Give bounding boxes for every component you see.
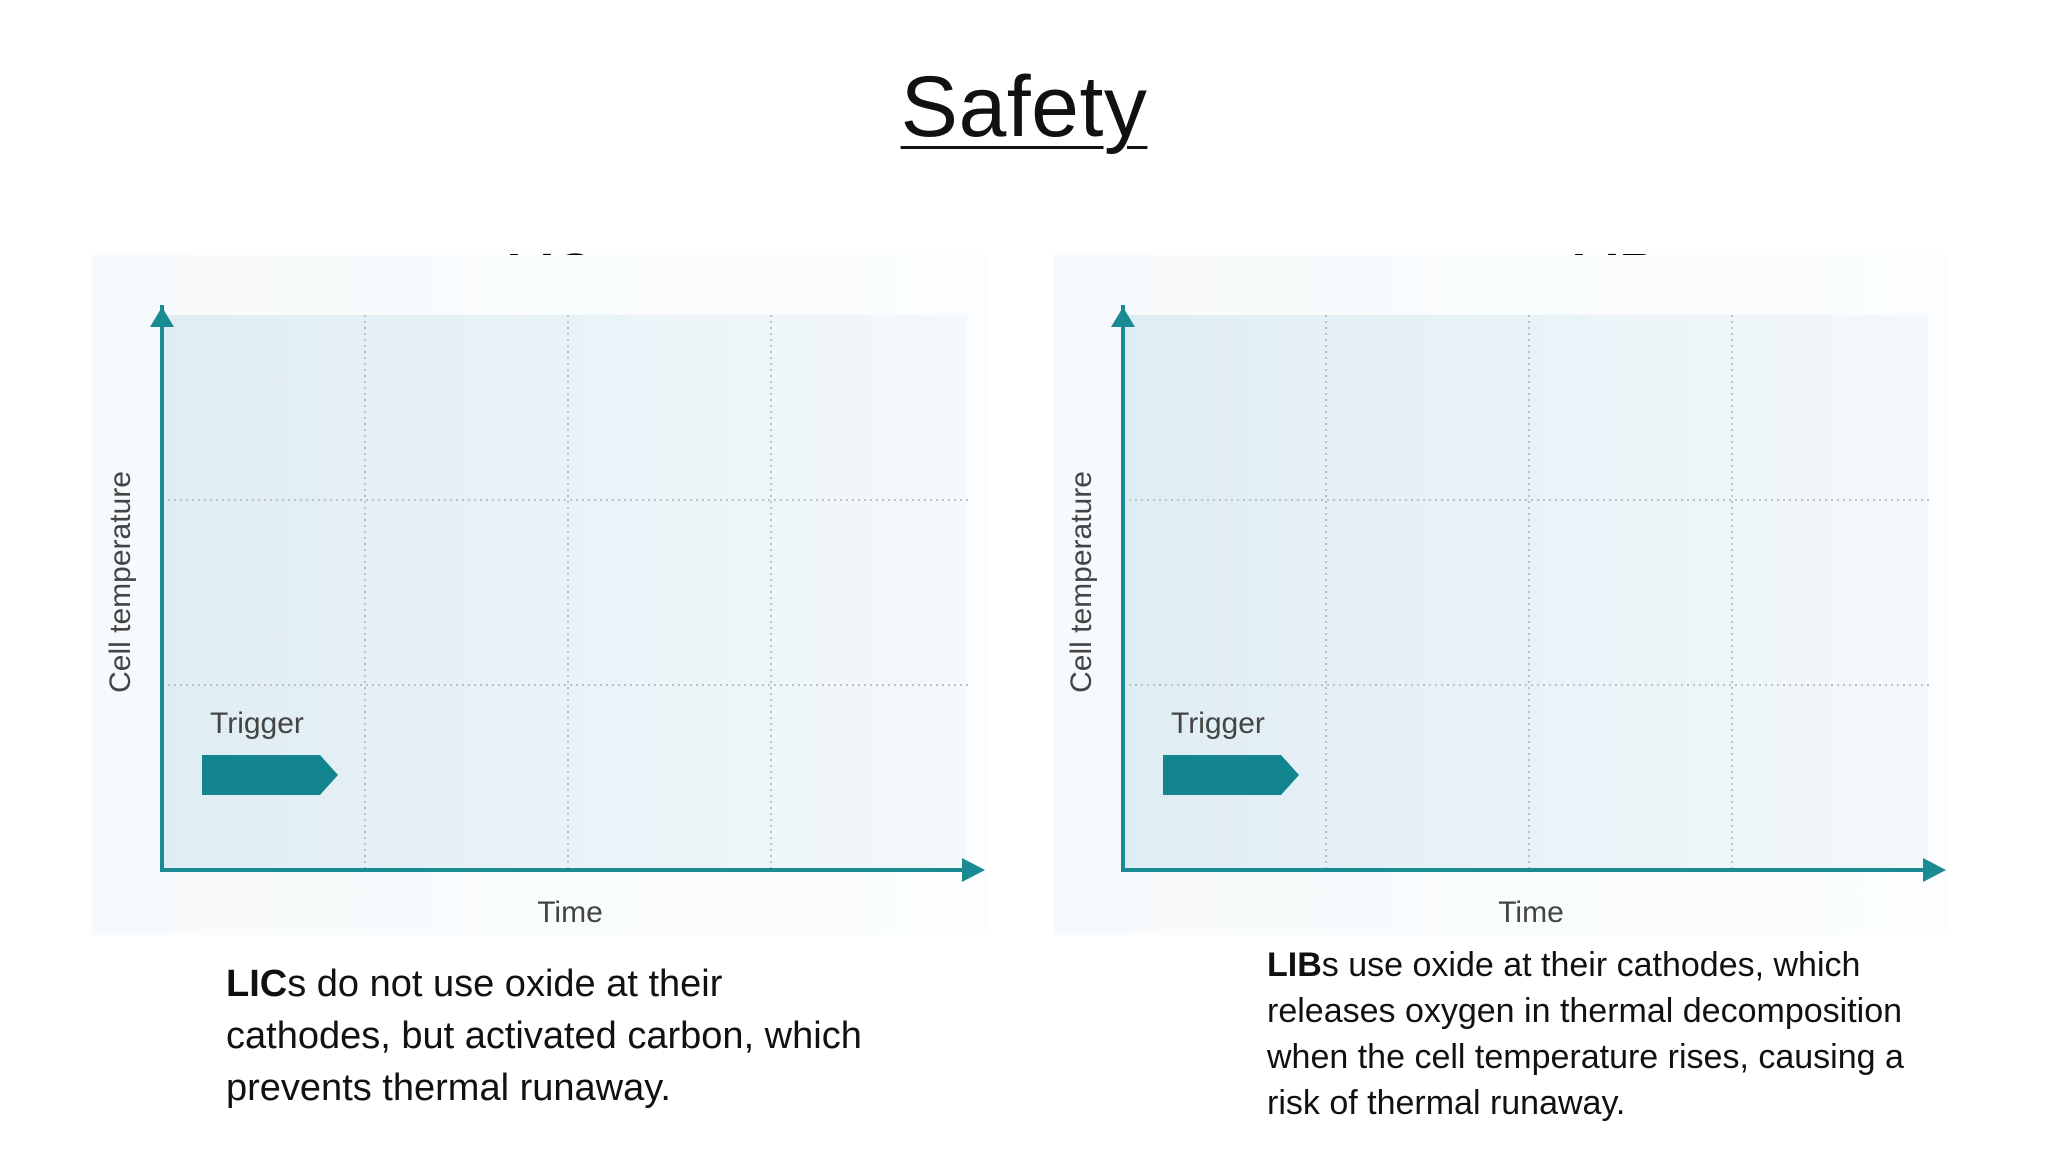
lib-description-text: s use oxide at their cathodes, which rel…: [1267, 946, 1904, 1122]
grid-lines: [162, 315, 972, 870]
slide-title: Safety: [900, 59, 1148, 155]
lic-chart: Cell temperature Time Trigger: [104, 305, 985, 929]
lic-description: LICs do not use oxide at their cathodes,…: [226, 958, 866, 1114]
lib-description: LIBs use oxide at their cathodes, which …: [1267, 942, 1957, 1126]
grid-lines: [1123, 315, 1933, 870]
lib-description-bold: LIB: [1267, 946, 1322, 984]
axes: [160, 305, 977, 872]
trigger-arrow: [1163, 755, 1299, 795]
y-axis-arrowhead: [1111, 307, 1135, 327]
y-axis-arrowhead: [150, 307, 174, 327]
lic-chart-panel: Cell temperature Time Trigger: [92, 255, 987, 935]
lic-description-text: s do not use oxide at their cathodes, bu…: [226, 963, 862, 1109]
trigger-arrow: [202, 755, 338, 795]
lic-description-bold: LIC: [226, 963, 288, 1005]
x-axis-label: Time: [537, 896, 603, 929]
axes: [1121, 305, 1938, 872]
x-axis-arrowhead: [962, 858, 985, 882]
trigger-label: Trigger: [210, 707, 304, 740]
lib-chart-panel: Cell temperature Time Trigger: [1053, 255, 1948, 935]
y-axis-label: Cell temperature: [1065, 471, 1098, 693]
y-axis-label: Cell temperature: [104, 471, 137, 693]
trigger-label: Trigger: [1171, 707, 1265, 740]
x-axis-arrowhead: [1923, 858, 1946, 882]
x-axis-label: Time: [1498, 896, 1564, 929]
lib-chart: Cell temperature Time Trigger: [1065, 305, 1946, 929]
